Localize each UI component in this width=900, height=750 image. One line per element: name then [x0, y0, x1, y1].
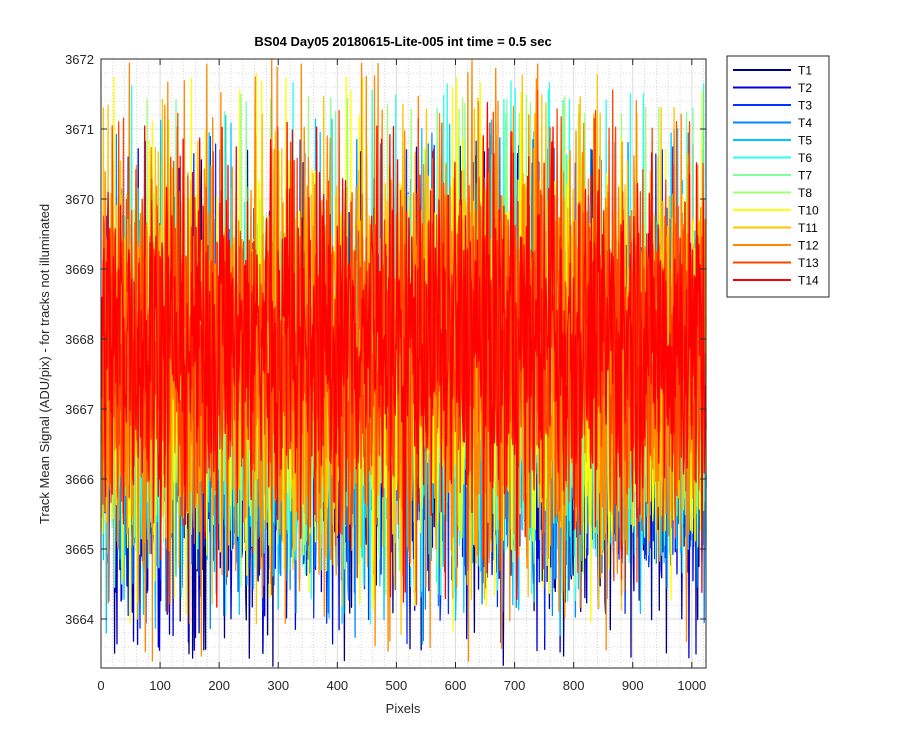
y-tick-label: 3665 [65, 542, 94, 557]
y-tick-label: 3664 [65, 612, 94, 627]
y-axis-label: Track Mean Signal (ADU/pix) - for tracks… [37, 204, 52, 524]
legend-item-t5[interactable]: T5 [733, 134, 812, 148]
legend-label: T13 [798, 256, 819, 270]
legend-item-t1[interactable]: T1 [733, 64, 812, 78]
legend-item-t8[interactable]: T8 [733, 186, 812, 200]
legend-item-t14[interactable]: T14 [733, 274, 819, 288]
legend-item-t3[interactable]: T3 [733, 99, 812, 113]
legend-label: T8 [798, 186, 812, 200]
y-tick-label: 3670 [65, 192, 94, 207]
x-tick-label: 500 [386, 678, 408, 693]
legend-item-t4[interactable]: T4 [733, 116, 812, 130]
y-axis-ticks: 3664 3665 3666 3667 3668 3669 3670 3671 3672 [65, 52, 706, 627]
series-group [100, 58, 707, 667]
legend-label: T3 [798, 99, 812, 113]
legend-label: T10 [798, 204, 819, 218]
y-tick-label: 3668 [65, 332, 94, 347]
chart-title: BS04 Day05 20180615-Lite-005 int time = … [254, 34, 551, 49]
x-tick-label: 700 [504, 678, 526, 693]
legend-label: T5 [798, 134, 812, 148]
legend-label: T11 [798, 221, 818, 235]
x-tick-label: 100 [149, 678, 171, 693]
legend-items: T1 T2 T3 T4 T5 T6 T7 T8 T10 T11 T12 T13 T14 [733, 64, 819, 288]
legend-label: T14 [798, 274, 819, 288]
legend-item-t6[interactable]: T6 [733, 151, 812, 165]
legend[interactable]: T1 T2 T3 T4 T5 T6 T7 T8 T10 T11 T12 T13 T14 [726, 55, 830, 298]
legend-label: T12 [798, 239, 819, 253]
x-tick-label: 400 [326, 678, 348, 693]
legend-label: T1 [798, 64, 812, 78]
x-axis-ticks: 0 100 200 300 400 500 600 700 800 900 1000 [97, 59, 706, 693]
x-tick-label: 0 [97, 678, 104, 693]
legend-item-t2[interactable]: T2 [733, 81, 812, 95]
x-tick-label: 800 [563, 678, 585, 693]
legend-item-t12[interactable]: T12 [733, 239, 819, 253]
x-axis-label: Pixels [386, 701, 421, 716]
legend-label: T2 [798, 81, 812, 95]
legend-label: T6 [798, 151, 812, 165]
legend-label: T4 [798, 116, 812, 130]
series-line-t14[interactable] [100, 102, 707, 613]
legend-box [726, 55, 830, 298]
x-tick-label: 300 [267, 678, 289, 693]
x-tick-label: 900 [622, 678, 644, 693]
y-tick-label: 3669 [65, 262, 94, 277]
y-tick-label: 3672 [65, 52, 94, 67]
x-tick-label: 200 [208, 678, 230, 693]
axes[interactable]: 0 100 200 300 400 500 600 700 800 900 1000 3664366… [65, 52, 707, 693]
axes-box [100, 58, 707, 669]
y-tick-label: 3667 [65, 402, 94, 417]
legend-label: T7 [798, 169, 812, 183]
x-tick-label: 600 [445, 678, 467, 693]
legend-item-t11[interactable]: T11 [733, 221, 818, 235]
x-tick-label: 1000 [677, 678, 706, 693]
legend-item-t13[interactable]: T13 [733, 256, 819, 270]
legend-item-t7[interactable]: T7 [733, 169, 812, 183]
y-tick-label: 3671 [65, 122, 94, 137]
legend-item-t10[interactable]: T10 [733, 204, 819, 218]
y-tick-label: 3666 [65, 472, 94, 487]
